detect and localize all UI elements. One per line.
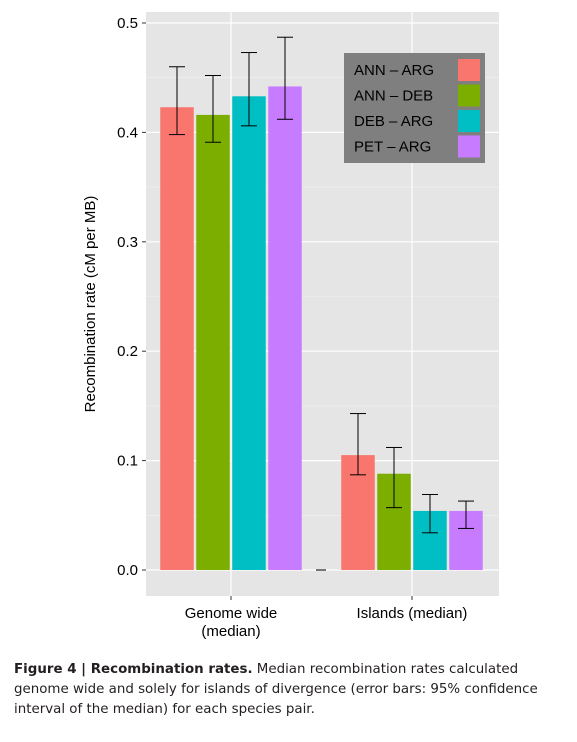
bar — [268, 86, 302, 571]
legend-label: ANN – DEB — [354, 88, 433, 105]
figure-caption: Figure 4 | Recombination rates. Median r… — [14, 660, 564, 720]
y-tick-label: 0.5 — [117, 15, 138, 32]
legend-swatch — [458, 59, 480, 81]
x-tick-label: Islands (median) — [357, 605, 468, 622]
caption-text: Median recombination rates calculated ge… — [14, 662, 538, 717]
error-bars — [169, 36, 474, 571]
bar — [232, 96, 266, 570]
legend: ANN – ARG ANN – DEB DEB – ARG PET – ARG — [344, 53, 485, 163]
y-tick-label: 0.2 — [117, 343, 138, 360]
y-axis: 0.0 0.1 0.2 0.3 0.4 0.5 — [117, 15, 146, 579]
legend-swatch — [458, 110, 480, 132]
x-axis: Genome wide (median) Islands (median) — [185, 596, 468, 640]
legend-swatch — [458, 84, 480, 107]
y-tick-label: 0.1 — [117, 453, 138, 470]
y-tick-label: 0.0 — [117, 562, 138, 579]
y-axis-label: Recombination rate (cM per MB) — [82, 196, 99, 413]
bar — [196, 114, 230, 571]
y-tick-label: 0.4 — [117, 124, 138, 141]
x-tick-label: Genome wide (median) — [185, 605, 278, 640]
bars — [160, 86, 483, 571]
legend-label: DEB – ARG — [354, 113, 433, 130]
legend-swatch — [458, 135, 480, 158]
legend-label: PET – ARG — [354, 139, 431, 156]
y-tick-label: 0.3 — [117, 234, 138, 251]
bar — [160, 107, 194, 570]
legend-label: ANN – ARG — [354, 62, 434, 79]
caption-label: Figure 4 | Recombination rates. — [14, 662, 253, 677]
recombination-rate-chart: 0.0 0.1 0.2 0.3 0.4 0.5 Genome wide (median) Is… — [82, 12, 499, 640]
